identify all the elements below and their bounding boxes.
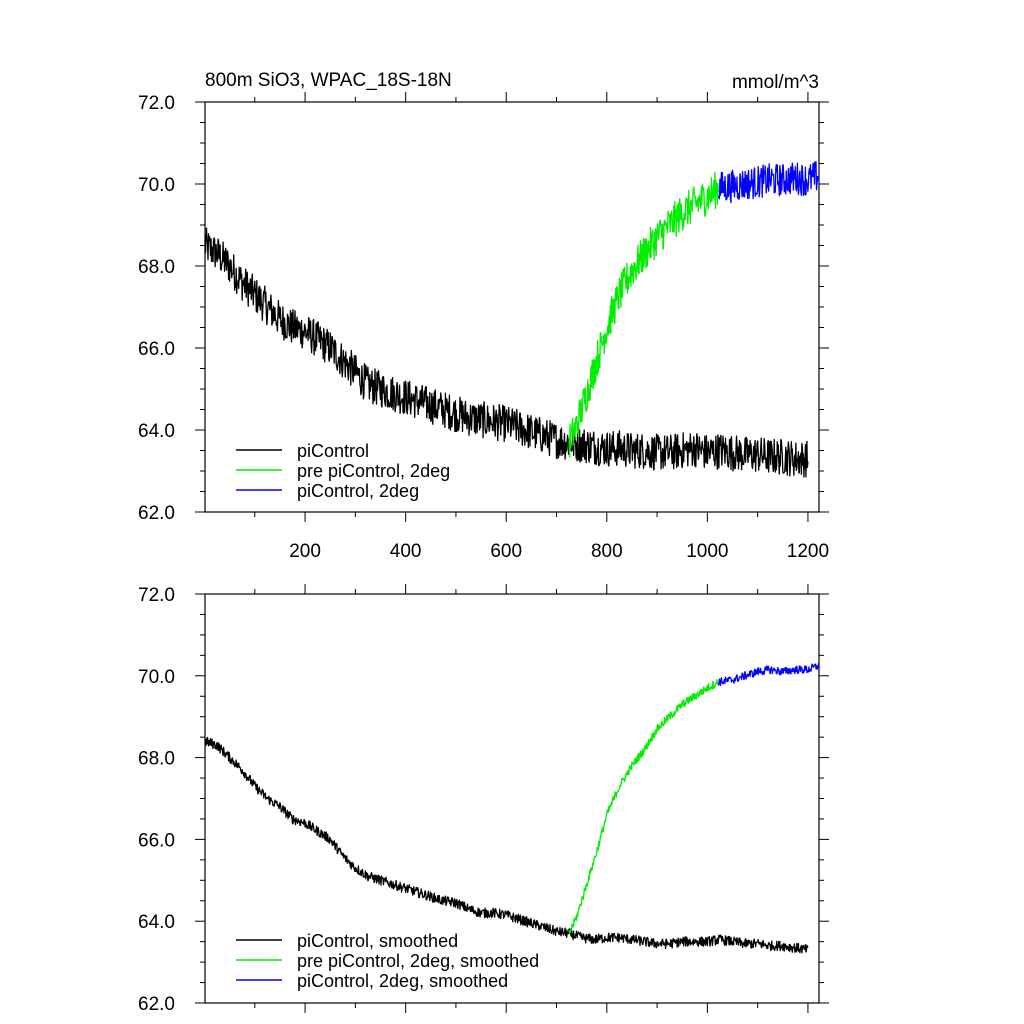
series-line <box>204 227 809 478</box>
y-tick-label: 70.0 <box>138 667 175 688</box>
units-label: mmol/m^3 <box>732 72 819 93</box>
x-tick-label: 1200 <box>787 541 829 562</box>
x-tick-label: 1000 <box>686 541 728 562</box>
y-tick-label: 66.0 <box>138 339 175 360</box>
y-tick-label: 62.0 <box>138 503 175 524</box>
legend-label: piControl <box>297 441 369 461</box>
series-line <box>568 679 719 935</box>
y-tick-label: 66.0 <box>138 830 175 851</box>
y-tick-label: 64.0 <box>138 912 175 933</box>
y-tick-label: 70.0 <box>138 175 175 196</box>
y-tick-label: 68.0 <box>138 749 175 770</box>
legend-label: piControl, 2deg, smoothed <box>297 971 508 991</box>
x-tick-label: 600 <box>490 541 522 562</box>
y-tick-label: 68.0 <box>138 257 175 278</box>
series-line <box>204 736 809 954</box>
y-tick-label: 72.0 <box>138 93 175 114</box>
y-tick-label: 64.0 <box>138 421 175 442</box>
y-tick-label: 72.0 <box>138 585 175 606</box>
series-line <box>717 161 820 204</box>
x-tick-label: 200 <box>289 541 321 562</box>
x-tick-label: 800 <box>591 541 623 562</box>
bottom-panel: 62.0 64.0 66.0 68.0 70.0 72.0 piControl, smoot… <box>138 584 829 1015</box>
chart-title: 800m SiO3, WPAC_18S-18N <box>205 70 452 91</box>
x-tick-label: 400 <box>390 541 422 562</box>
legend-label: pre piControl, 2deg <box>297 461 450 481</box>
series-line <box>717 662 820 687</box>
top-panel: 200 400 600 800 1000 1200 62.0 64.0 66.0 68.0 70.0… <box>138 92 829 562</box>
y-tick-label: 62.0 <box>138 994 175 1015</box>
legend-label: piControl, smoothed <box>297 931 458 951</box>
legend-label: piControl, 2deg <box>297 481 419 501</box>
series-line <box>568 172 720 458</box>
legend-label: pre piControl, 2deg, smoothed <box>297 951 539 971</box>
